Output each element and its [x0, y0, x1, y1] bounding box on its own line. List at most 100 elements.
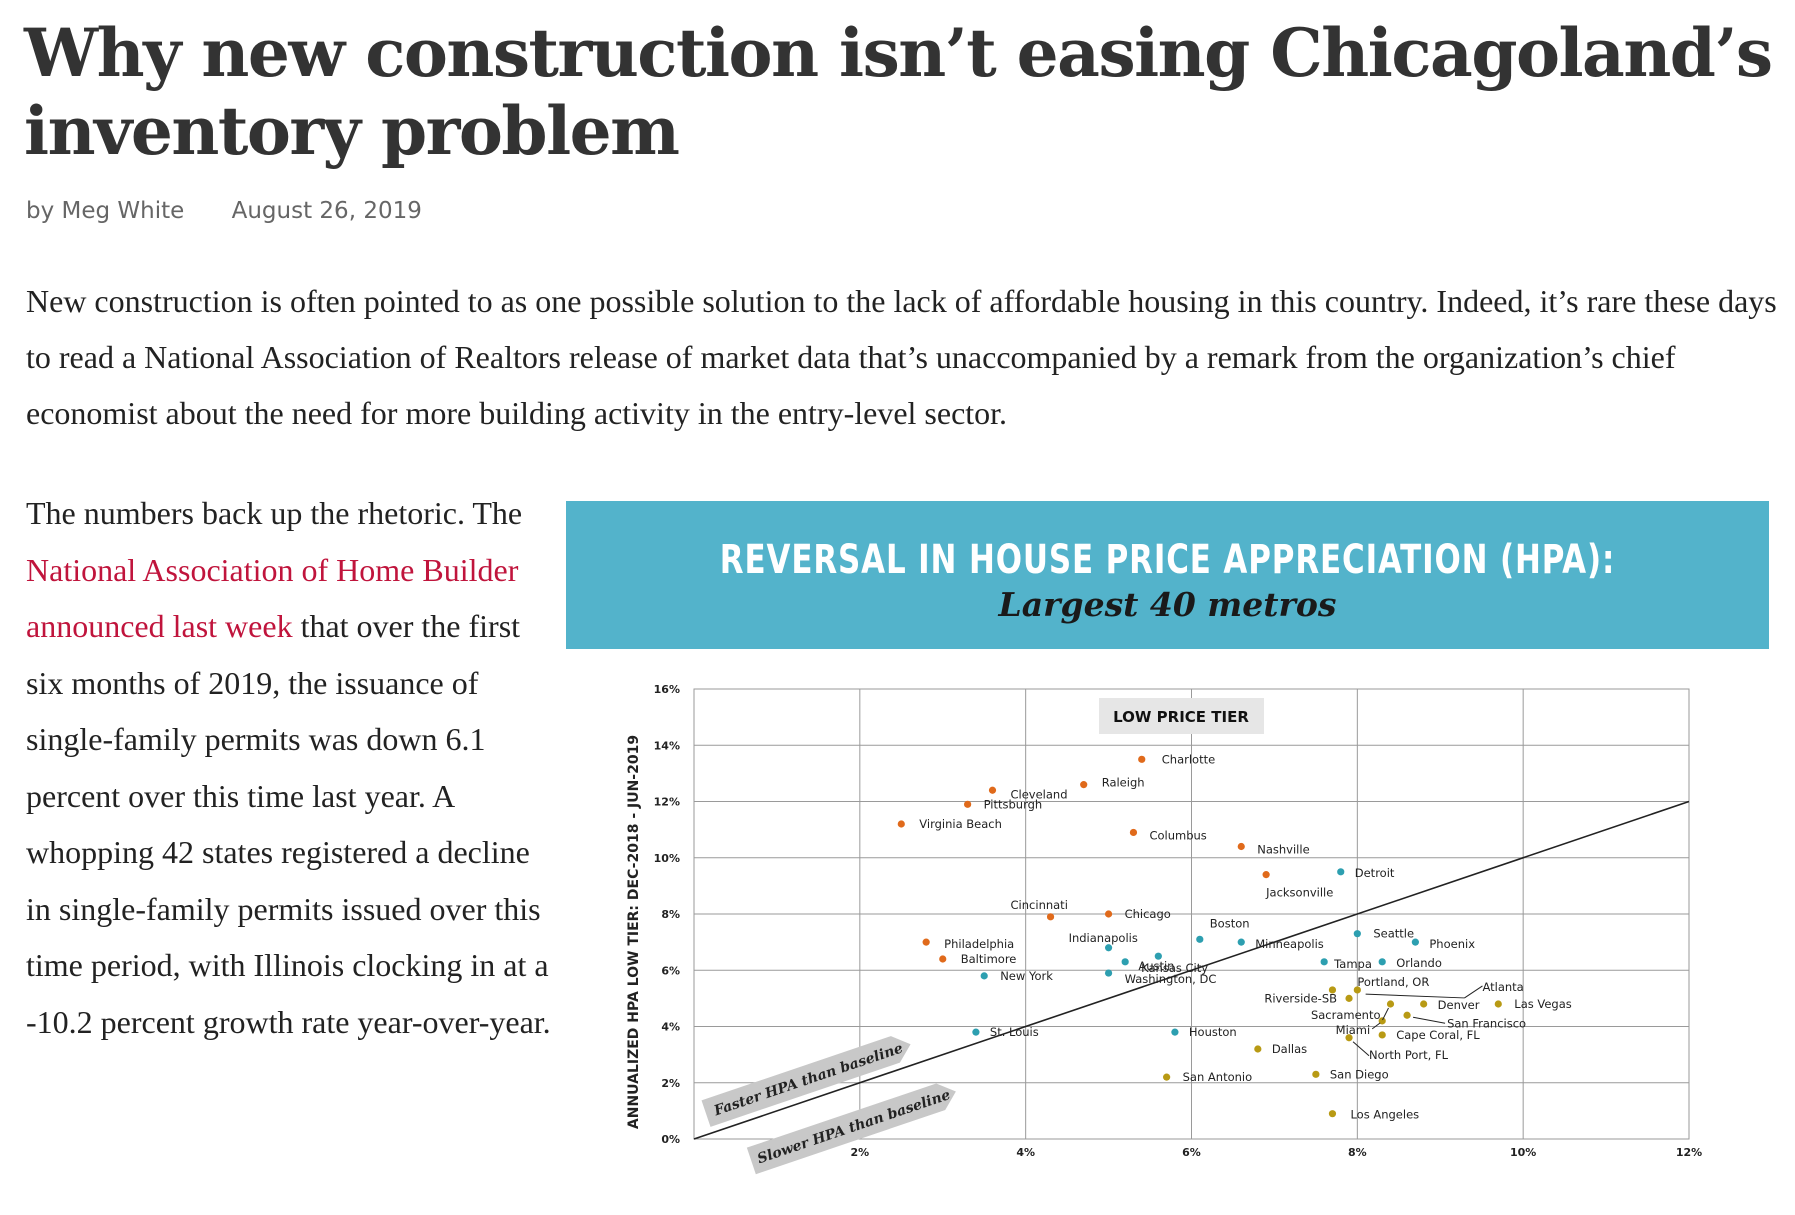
data-point	[897, 820, 905, 828]
x-tick-label: 10%	[1510, 1146, 1536, 1159]
data-point	[1104, 944, 1113, 952]
data-point	[1171, 1028, 1179, 1036]
north-port-leader	[1352, 1041, 1370, 1057]
y-axis-label: ANNUALIZED HPA LOW TIER: DEC-2018 - JUN-…	[626, 735, 642, 1129]
body-text-end: that over the first six months of 2019, …	[26, 608, 551, 1040]
data-label: Baltimore	[961, 952, 1017, 966]
data-label: Charlotte	[1162, 752, 1215, 766]
data-label: Minneapolis	[1255, 937, 1324, 951]
data-label: Miami	[1336, 1023, 1371, 1037]
y-tick-label: 12%	[654, 796, 680, 809]
article-headline: Why new construction isn’t easing Chicag…	[24, 14, 1773, 170]
data-label: Philadelphia	[944, 937, 1014, 951]
data-label: Detroit	[1355, 866, 1395, 880]
data-label: New York	[1000, 969, 1053, 983]
sacramento-leader	[1382, 1007, 1389, 1021]
data-label: Cincinnati	[1011, 898, 1068, 912]
data-point	[1328, 1110, 1337, 1118]
data-point	[1129, 828, 1138, 837]
data-label: Chicago	[1125, 907, 1171, 921]
figure-title: REVERSAL IN HOUSE PRICE APPRECIATION (HP…	[719, 537, 1616, 583]
y-tick-label: 16%	[654, 683, 680, 696]
data-point	[1080, 781, 1088, 789]
data-label: Dallas	[1272, 1042, 1307, 1056]
data-point	[1138, 755, 1146, 763]
y-tick-label: 0%	[661, 1133, 680, 1146]
panel-label-bg	[1099, 698, 1264, 734]
x-tick-label: 12%	[1676, 1146, 1702, 1159]
data-point	[1104, 910, 1113, 918]
x-tick-label: 8%	[1348, 1146, 1367, 1159]
data-point	[1353, 986, 1361, 994]
body-text-start: The numbers back up the rhetoric. The	[26, 495, 523, 531]
data-point	[1104, 969, 1113, 977]
baseline-line	[693, 800, 1690, 1140]
slower-hpa-arrow-shape	[746, 1083, 956, 1175]
intro-paragraph: New construction is often pointed to as …	[26, 283, 1777, 431]
data-point	[922, 938, 930, 946]
data-label: Phoenix	[1429, 937, 1475, 951]
data-label: Los Angeles	[1350, 1108, 1419, 1122]
data-point	[1196, 935, 1204, 943]
data-label: Sacramento	[1311, 1008, 1381, 1022]
y-tick-label: 4%	[661, 1021, 680, 1034]
data-label: Boston	[1210, 916, 1250, 930]
data-label: Virginia Beach	[919, 817, 1002, 831]
publish-date: August 26, 2019	[231, 198, 422, 224]
panel-label: LOW PRICE TIER	[1113, 708, 1249, 726]
atlanta-leader	[1464, 985, 1483, 999]
data-point	[1345, 1034, 1353, 1042]
san-francisco-leader	[1412, 1016, 1446, 1024]
data-point	[1386, 1000, 1395, 1008]
data-label: Las Vegas	[1514, 997, 1572, 1011]
y-tick-label: 8%	[661, 908, 680, 921]
data-point	[1494, 1000, 1502, 1008]
data-point	[1420, 1000, 1428, 1008]
data-point	[1046, 913, 1055, 921]
data-label: Jacksonville	[1265, 886, 1333, 900]
data-label: Indianapolis	[1069, 931, 1138, 945]
data-label: Tampa	[1333, 957, 1372, 971]
data-label: North Port, FL	[1369, 1048, 1449, 1062]
faster-hpa-arrow-shape	[701, 1036, 911, 1127]
body-paragraph: The numbers back up the rhetoric. The Na…	[26, 485, 556, 1050]
data-label: Columbus	[1149, 828, 1206, 842]
nahb-link[interactable]: National Association of Home Builder ann…	[26, 551, 519, 645]
data-label: Kansas City	[1141, 961, 1208, 975]
data-label: Atlanta	[1482, 980, 1523, 994]
data-label: St. Louis	[990, 1025, 1039, 1039]
x-tick-label: 6%	[1182, 1146, 1201, 1159]
data-label: Riverside-SB	[1264, 991, 1337, 1005]
data-label: San Francisco	[1447, 1016, 1526, 1030]
hpa-figure: REVERSAL IN HOUSE PRICE APPRECIATION (HP…	[566, 501, 1769, 1215]
data-point	[1378, 1031, 1386, 1039]
figure-subtitle: Largest 40 metros	[998, 585, 1337, 624]
data-point	[939, 955, 947, 963]
data-label: Portland, OR	[1357, 975, 1429, 989]
data-point	[1163, 1073, 1171, 1081]
y-tick-label: 10%	[654, 852, 680, 865]
data-label: San Antonio	[1183, 1070, 1253, 1084]
data-point	[1237, 938, 1245, 946]
data-point	[964, 800, 972, 808]
byline: by Meg White August 26, 2019	[26, 198, 422, 224]
y-tick-label: 14%	[654, 739, 680, 752]
data-point	[1312, 1070, 1320, 1078]
data-label: Denver	[1438, 998, 1480, 1012]
hpa-scatter-chart: 0% 2% 4% 6% 8% 10% 12% 14% 16% 2% 4% 6% 8% 10% 12% ANNU…	[626, 683, 1702, 1175]
data-point	[1254, 1045, 1262, 1053]
data-label: Houston	[1189, 1025, 1237, 1039]
data-point	[1337, 868, 1345, 876]
author-name[interactable]: by Meg White	[26, 198, 185, 224]
data-label: Cleveland	[1011, 787, 1068, 801]
data-label: Orlando	[1396, 956, 1442, 970]
figure-banner: REVERSAL IN HOUSE PRICE APPRECIATION (HP…	[566, 501, 1769, 649]
data-label: San Diego	[1330, 1067, 1389, 1081]
x-tick-label: 2%	[850, 1146, 869, 1159]
data-point	[1378, 1017, 1386, 1025]
data-label: Cape Coral, FL	[1396, 1028, 1480, 1042]
data-point	[988, 786, 997, 794]
data-point	[1262, 871, 1270, 879]
data-label: Washington, DC	[1125, 972, 1217, 986]
data-point	[980, 972, 988, 980]
